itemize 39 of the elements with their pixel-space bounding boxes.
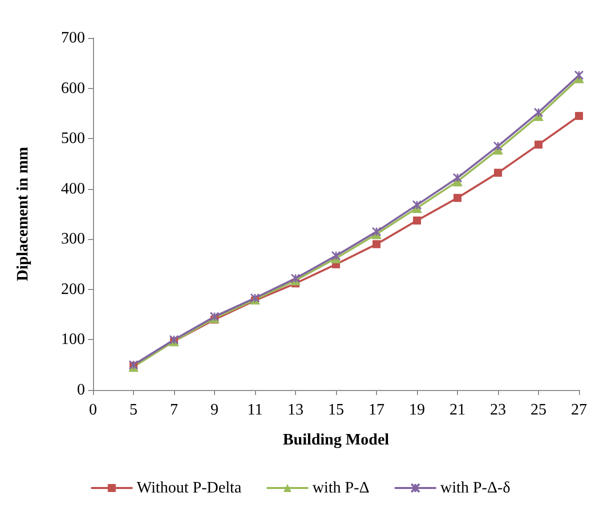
- x-tick-label: 5: [130, 402, 138, 418]
- point: [493, 141, 503, 151]
- x-tick-label: 0: [89, 402, 97, 418]
- point: [372, 240, 380, 248]
- legend-label: with P-Δ-δ: [440, 480, 510, 496]
- y-tick-label: 300: [61, 230, 85, 248]
- point: [331, 250, 341, 260]
- x-tick-label: 25: [530, 402, 546, 418]
- x-tick-label: 9: [210, 402, 218, 418]
- point: [534, 140, 542, 149]
- point: [494, 168, 502, 177]
- point: [575, 112, 583, 120]
- legend-label: Without P-Delta: [136, 480, 242, 496]
- x-axis-title: Building Model: [282, 432, 390, 448]
- point: [412, 200, 422, 210]
- point: [534, 108, 544, 118]
- point: [413, 216, 421, 225]
- y-tick-label: 0: [77, 382, 85, 398]
- x-tick-label: 13: [288, 402, 304, 418]
- x-tick-label: 11: [247, 402, 263, 418]
- x-tick-label: 23: [490, 402, 506, 418]
- x-tick-label: 27: [571, 402, 587, 418]
- x-tick-label: 7: [170, 402, 178, 418]
- y-tick-label: 700: [61, 30, 85, 46]
- y-axis-title: Diplacement in mm: [14, 146, 32, 282]
- y-tick-label: 100: [61, 331, 85, 348]
- x-tick-label: 17: [368, 402, 384, 418]
- point: [574, 70, 584, 80]
- y-tick-label: 600: [61, 80, 85, 97]
- y-tick-label: 500: [61, 130, 85, 148]
- point: [452, 173, 462, 183]
- legend-label: with P-Δ: [312, 480, 370, 496]
- point: [372, 226, 382, 236]
- y-tick-label: 200: [61, 280, 85, 298]
- point: [454, 194, 462, 202]
- x-tick-label: 19: [409, 402, 425, 418]
- x-tick-label: 15: [328, 402, 344, 418]
- y-tick-label: 400: [61, 180, 85, 198]
- x-tick-label: 21: [450, 402, 466, 418]
